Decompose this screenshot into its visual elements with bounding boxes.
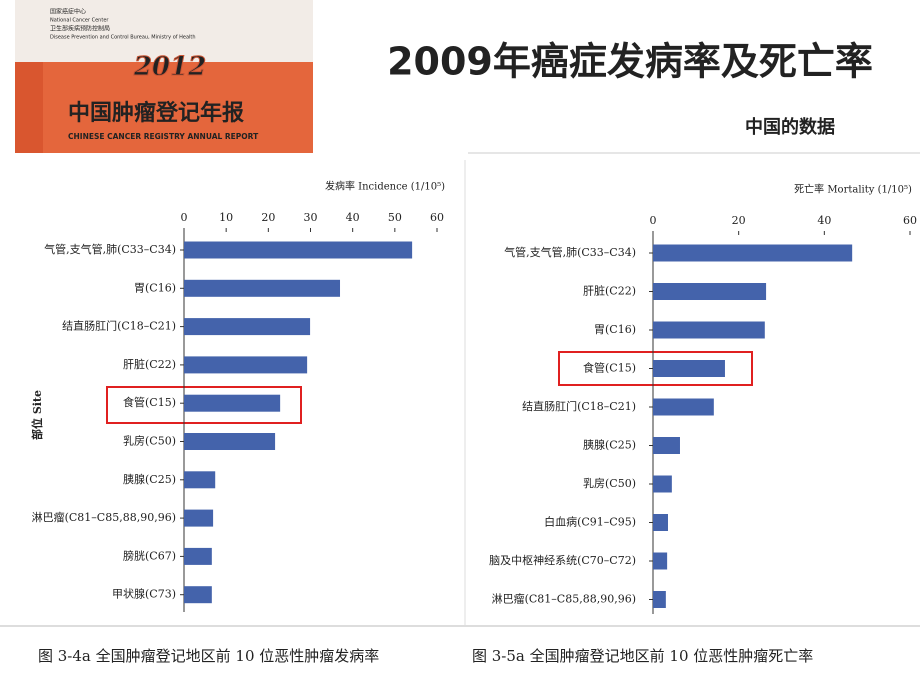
y-tick-label: 胃(C16) xyxy=(134,281,176,294)
y-tick-label: 结直肠肛门(C18–C21) xyxy=(522,399,636,413)
cover-title-en: CHINESE CANCER REGISTRY ANNUAL REPORT xyxy=(68,132,259,141)
cover-bureau: 卫生部疾病预防控制局 xyxy=(50,25,110,33)
x-tick-label: 0 xyxy=(181,211,188,224)
y-tick-label: 淋巴瘤(C81–C85,88,90,96) xyxy=(32,510,176,524)
chart-title: 发病率 Incidence (1/10⁵) xyxy=(325,180,445,193)
y-tick-label: 肝脏(C22) xyxy=(123,358,176,371)
bar xyxy=(653,552,668,570)
y-tick-label: 胰腺(C25) xyxy=(583,438,636,452)
bar xyxy=(184,586,212,604)
y-tick-label: 气管,支气管,肺(C33–C34) xyxy=(44,242,176,256)
bar xyxy=(653,244,853,262)
bar xyxy=(653,514,668,531)
y-tick-label: 白血病(C91–C95) xyxy=(544,515,636,529)
y-axis-label: 部位 Site xyxy=(30,390,44,440)
cover-bureau-en: Disease Prevention and Control Bureau, M… xyxy=(50,35,196,41)
bar xyxy=(653,398,714,416)
cover-strip xyxy=(15,62,43,153)
y-tick-label: 肝脏(C22) xyxy=(583,285,636,298)
report-cover: 国家癌症中心 National Cancer Center 卫生部疾病预防控制局… xyxy=(15,0,313,153)
bar xyxy=(184,394,281,412)
bar xyxy=(184,433,276,450)
caption: 图 3-4a 全国肿瘤登记地区前 10 位恶性肿瘤发病率 xyxy=(38,647,379,665)
slide-title: 2009年癌症发病率及死亡率 xyxy=(387,40,873,84)
y-tick-label: 淋巴瘤(C81–C85,88,90,96) xyxy=(492,592,636,606)
x-tick-label: 40 xyxy=(346,211,360,224)
x-tick-label: 60 xyxy=(430,211,444,224)
bar xyxy=(653,591,666,608)
bar xyxy=(184,318,311,336)
y-tick-label: 胃(C16) xyxy=(594,323,636,336)
bar xyxy=(184,356,308,374)
y-tick-label: 食管(C15) xyxy=(583,361,636,375)
y-tick-label: 食管(C15) xyxy=(123,395,176,409)
x-tick-label: 50 xyxy=(388,211,402,224)
highlight-box xyxy=(558,351,753,386)
y-tick-label: 气管,支气管,肺(C33–C34) xyxy=(504,245,636,259)
x-tick-label: 20 xyxy=(261,211,275,224)
y-tick-label: 脑及中枢神经系统(C70–C72) xyxy=(489,553,636,567)
y-tick-label: 胰腺(C25) xyxy=(123,472,176,486)
bar xyxy=(184,471,216,489)
cover-title: 中国肿瘤登记年报 xyxy=(68,100,244,126)
slide-subtitle: 中国的数据 xyxy=(745,116,835,138)
bar xyxy=(184,547,212,565)
x-tick-label: 30 xyxy=(304,211,318,224)
cover-year: 2012 xyxy=(133,52,206,82)
bar xyxy=(184,279,341,297)
x-tick-label: 10 xyxy=(219,211,233,224)
y-tick-label: 甲状腺(C73) xyxy=(112,587,176,601)
chart-title: 死亡率 Mortality (1/10⁵) xyxy=(794,183,912,196)
bar xyxy=(653,475,672,493)
x-tick-label: 0 xyxy=(650,214,657,227)
y-tick-label: 结直肠肛门(C18–C21) xyxy=(62,319,176,333)
y-tick-label: 乳房(C50) xyxy=(123,435,176,448)
caption: 图 3-5a 全国肿瘤登记地区前 10 位恶性肿瘤死亡率 xyxy=(472,647,813,665)
bar xyxy=(653,321,765,339)
cover-org: 国家癌症中心 xyxy=(50,8,86,16)
cover-org-en: National Cancer Center xyxy=(50,18,109,24)
x-tick-label: 40 xyxy=(817,214,831,227)
bar xyxy=(184,241,413,259)
y-tick-label: 膀胱(C67) xyxy=(123,548,176,562)
highlight-box xyxy=(106,386,302,424)
bar xyxy=(653,360,725,377)
bar xyxy=(184,509,214,527)
bar xyxy=(653,437,680,454)
x-tick-label: 60 xyxy=(903,214,917,227)
cover-band xyxy=(15,62,313,153)
y-tick-label: 乳房(C50) xyxy=(583,477,636,490)
bar xyxy=(653,283,767,300)
x-tick-label: 20 xyxy=(732,214,746,227)
